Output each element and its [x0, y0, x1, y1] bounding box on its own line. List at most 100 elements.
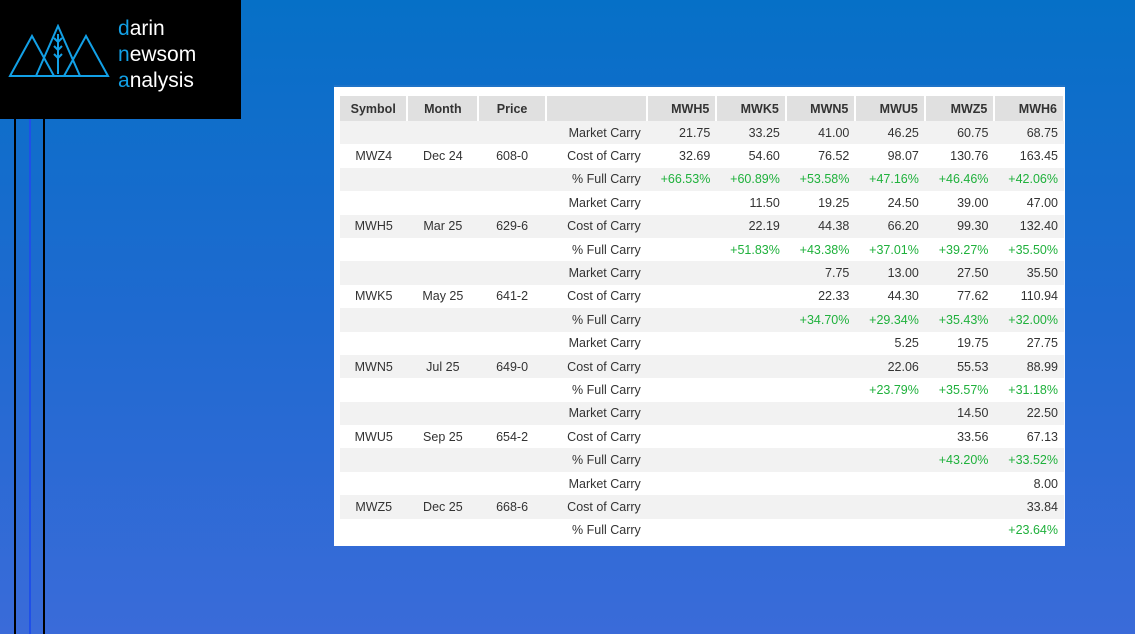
row-label: Cost of Carry — [567, 289, 641, 304]
value-cell — [647, 425, 717, 448]
price-cell: 649-0 — [478, 354, 546, 379]
row-label: Cost of Carry — [545, 354, 647, 379]
value-cell: 41.00 — [785, 121, 856, 145]
value-cell: +35.57% — [938, 382, 989, 397]
table-row: MWZ4 Dec 24 608-0 Cost of Carry 32.69 54.60 76… — [340, 144, 1064, 167]
value-cell — [646, 401, 717, 426]
value-cell: +47.16% — [855, 167, 925, 192]
empty-cell — [478, 191, 546, 214]
empty-cell — [478, 448, 546, 472]
value-cell — [716, 285, 786, 308]
value-cell: 5.25 — [894, 336, 919, 351]
empty-cell — [340, 167, 408, 192]
value-cell — [855, 495, 925, 519]
logo: darin newsom analysis — [0, 0, 241, 119]
value-cell — [855, 401, 925, 426]
value-cell: +31.18% — [1008, 382, 1058, 397]
value-cell: 22.19 — [716, 214, 786, 238]
divider-line — [14, 119, 16, 634]
value-cell — [925, 519, 995, 542]
value-cell: 33.25 — [716, 121, 786, 145]
value-cell — [786, 378, 856, 401]
value-cell: +53.58% — [785, 167, 856, 192]
table-row: % Full Carry +23.79% +35.57% +31.18% — [340, 378, 1064, 401]
row-label: Market Carry — [545, 261, 647, 285]
empty-cell — [340, 378, 407, 401]
empty-cell — [478, 261, 546, 285]
row-label: Market Carry — [545, 121, 647, 145]
empty-cell — [340, 238, 407, 261]
row-label: Cost of Carry — [567, 429, 641, 444]
row-label: Cost of Carry — [545, 214, 647, 238]
column-header: Symbol — [340, 96, 409, 121]
value-cell: 110.94 — [1020, 289, 1058, 304]
empty-cell — [340, 191, 407, 214]
table-row: Market Carry 11.50 19.25 24.50 39.00 47.00 — [340, 191, 1064, 214]
value-cell: 22.50 — [994, 401, 1064, 426]
empty-cell — [407, 519, 478, 542]
value-cell: +43.20% — [924, 448, 995, 472]
value-cell — [647, 378, 717, 401]
value-cell — [855, 519, 925, 542]
empty-cell — [407, 261, 479, 285]
month-cell: Dec 25 — [407, 495, 479, 519]
table-row: Market Carry 14.50 22.50 — [340, 401, 1064, 426]
price-cell: 654-2 — [496, 429, 529, 444]
value-cell — [716, 519, 786, 542]
value-cell — [646, 261, 717, 285]
empty-cell — [340, 121, 408, 145]
table-row: Market Carry 21.75 33.25 41.00 46.25 60.75 68.… — [340, 121, 1064, 145]
table-row: % Full Carry +23.64% — [340, 519, 1064, 542]
column-header — [545, 96, 648, 121]
empty-cell — [478, 238, 546, 261]
value-cell — [786, 425, 856, 448]
value-cell: 32.69 — [679, 149, 711, 164]
value-cell: +46.46% — [924, 167, 995, 192]
row-label: Cost of Carry — [545, 495, 647, 519]
value-cell: +23.79% — [869, 382, 919, 397]
empty-cell — [407, 238, 478, 261]
table-row: MWH5 Mar 25 629-6 Cost of Carry 22.19 44.38 66… — [340, 214, 1064, 238]
row-label: % Full Carry — [572, 523, 641, 538]
value-cell: +33.52% — [994, 448, 1064, 472]
value-cell — [716, 401, 786, 426]
value-cell — [786, 332, 856, 355]
value-cell — [647, 238, 717, 261]
row-label: % Full Carry — [545, 167, 647, 192]
value-cell: 19.75 — [957, 336, 989, 351]
empty-cell — [340, 519, 407, 542]
value-cell — [646, 214, 717, 238]
value-cell — [925, 472, 995, 495]
value-cell — [785, 448, 856, 472]
value-cell: +29.34% — [855, 308, 925, 332]
value-cell: +23.64% — [1008, 523, 1058, 538]
value-cell — [646, 495, 717, 519]
empty-cell — [478, 308, 546, 332]
empty-cell — [478, 121, 546, 145]
value-cell — [786, 519, 856, 542]
value-cell: 60.75 — [924, 121, 995, 145]
value-cell: 35.50 — [994, 261, 1064, 285]
symbol-cell: MWH5 — [340, 214, 408, 238]
value-cell — [716, 332, 786, 355]
value-cell — [716, 425, 786, 448]
empty-cell — [407, 401, 479, 426]
value-cell: +34.70% — [785, 308, 856, 332]
table-row: Market Carry 8.00 — [340, 472, 1064, 495]
value-cell: +32.00% — [994, 308, 1064, 332]
value-cell — [647, 332, 717, 355]
row-label: % Full Carry — [545, 308, 647, 332]
value-cell — [785, 354, 856, 379]
carry-table: Symbol Month Price MWH5 MWK5 MWN5 MWU5 MWZ5 MWH6… — [340, 96, 1065, 542]
row-label: Market Carry — [568, 476, 641, 491]
value-cell: +37.01% — [869, 242, 919, 257]
table-row: % Full Carry +43.20% +33.52% — [340, 448, 1064, 472]
value-cell — [716, 448, 786, 472]
empty-cell — [407, 308, 479, 332]
value-cell: +35.50% — [1008, 242, 1058, 257]
value-cell: 132.40 — [994, 214, 1064, 238]
empty-cell — [340, 308, 408, 332]
value-cell: 33.84 — [994, 495, 1064, 519]
value-cell: 47.00 — [1026, 195, 1058, 210]
empty-cell — [407, 191, 478, 214]
